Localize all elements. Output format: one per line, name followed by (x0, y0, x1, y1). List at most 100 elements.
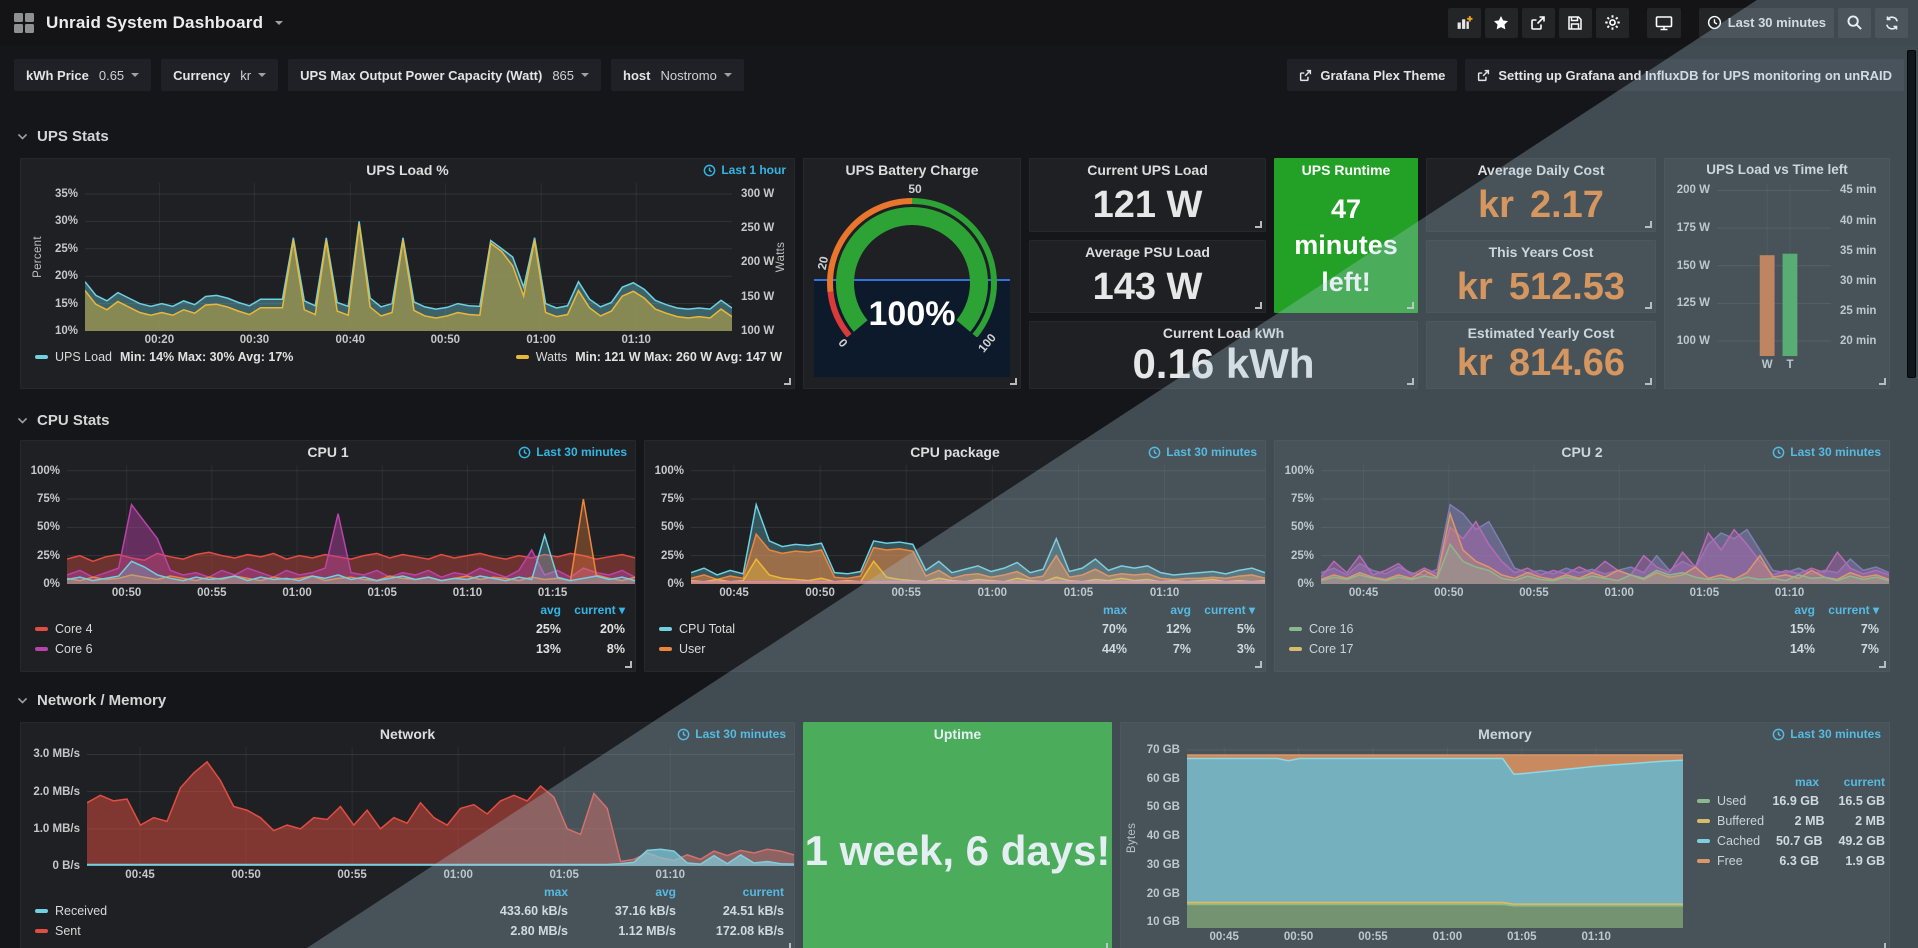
dashboard-link[interactable]: Setting up Grafana and InfluxDB for UPS … (1465, 59, 1904, 91)
resize-handle[interactable] (1255, 302, 1262, 309)
variable-kwh-price[interactable]: kWh Price 0.65 (14, 59, 152, 91)
resize-handle[interactable] (1879, 378, 1886, 385)
chevron-down-icon[interactable] (131, 73, 140, 77)
settings-button[interactable] (1595, 7, 1629, 38)
resize-handle[interactable] (625, 661, 632, 668)
legend-series-name[interactable]: Cached (1717, 834, 1761, 848)
axis-tick-label: 00:50 (111, 587, 142, 599)
panel-title[interactable]: Network (379, 726, 436, 742)
panel-title[interactable]: Memory (1478, 726, 1532, 742)
x-axis: 00:20 00:30 00:40 00:50 01:00 01:10 (85, 331, 732, 348)
panel-title[interactable]: CPU 1 (307, 444, 349, 460)
dashboard-link[interactable]: Grafana Plex Theme (1287, 59, 1458, 91)
panel-time-range[interactable]: Last 1 hour (703, 163, 786, 177)
panel-time-range[interactable]: Last 30 minutes (677, 727, 786, 741)
resize-handle[interactable] (1645, 378, 1652, 385)
legend-series-name[interactable]: CPU Total (679, 622, 736, 636)
legend-sort-column[interactable]: avg (540, 603, 561, 617)
resize-handle[interactable] (1879, 943, 1886, 948)
resize-handle[interactable] (1010, 378, 1017, 385)
section-header-network-memory[interactable]: Network / Memory (16, 692, 166, 709)
axis-tick-label: 50% (1290, 521, 1314, 534)
resize-handle[interactable] (784, 943, 791, 948)
resize-handle[interactable] (1255, 661, 1262, 668)
chevron-down-icon[interactable] (723, 73, 732, 77)
panel-title[interactable]: Uptime (933, 726, 982, 742)
dashboard-title-caret-icon[interactable] (275, 20, 284, 25)
legend-series-name[interactable]: Core 4 (55, 622, 93, 636)
legend-series-name[interactable]: User (679, 642, 706, 656)
share-button[interactable] (1521, 7, 1555, 38)
legend-series-name[interactable]: Buffered (1717, 814, 1765, 828)
dashboard-title[interactable]: Unraid System Dashboard (46, 12, 264, 32)
variable-value[interactable]: kr (240, 68, 267, 83)
resize-handle[interactable] (1407, 378, 1414, 385)
panel-title[interactable]: CPU package (910, 444, 1000, 460)
legend-sort-column[interactable]: current ▾ (574, 603, 625, 617)
axis-tick-label: 00:50 (430, 334, 461, 346)
legend-series-name[interactable]: Core 17 (1309, 642, 1354, 656)
panel-time-range[interactable]: Last 30 minutes (1772, 445, 1881, 459)
panel-title[interactable]: UPS Runtime (1301, 162, 1391, 178)
save-button[interactable] (1558, 7, 1592, 38)
panel-time-range[interactable]: Last 30 minutes (518, 445, 627, 459)
panel-title[interactable]: Average Daily Cost (1477, 162, 1605, 178)
variable-host[interactable]: host Nostromo (611, 59, 744, 91)
refresh-button[interactable] (1875, 7, 1908, 38)
apps-grid-icon[interactable] (14, 12, 34, 33)
panel-title[interactable]: Average PSU Load (1085, 244, 1210, 260)
panel-title[interactable]: This Years Cost (1488, 244, 1594, 260)
section-header-ups-stats[interactable]: UPS Stats (16, 128, 109, 145)
legend-sort-column[interactable]: current ▾ (1828, 603, 1879, 617)
variable-ups-max-output-power-capacity-watt-[interactable]: UPS Max Output Power Capacity (Watt) 865 (288, 59, 602, 91)
ups-load-vs-time-chart: 200 W 175 W 150 W 125 W 100 W 45 min 40 min 35 … (1665, 183, 1889, 373)
panel-title[interactable]: Estimated Yearly Cost (1467, 325, 1615, 341)
panel-title[interactable]: UPS Load % (366, 162, 449, 178)
legend-series-name[interactable]: Core 6 (55, 642, 93, 656)
chevron-down-icon[interactable] (258, 73, 267, 77)
legend-sort-column[interactable]: current (742, 885, 784, 899)
legend-series-name[interactable]: Free (1717, 854, 1743, 868)
resize-handle[interactable] (1645, 302, 1652, 309)
tv-mode-button[interactable] (1646, 7, 1681, 38)
legend-series-name[interactable]: Received (55, 904, 108, 918)
panel-title[interactable]: CPU 2 (1561, 444, 1603, 460)
legend-sort-column[interactable]: current (1843, 775, 1885, 789)
scrollbar-thumb[interactable] (1907, 50, 1916, 378)
add-panel-button[interactable] (1447, 7, 1481, 38)
variable-value[interactable]: 865 (552, 68, 590, 83)
chevron-down-icon[interactable] (581, 73, 590, 77)
panel-title[interactable]: UPS Load vs Time left (1706, 162, 1848, 177)
search-icon (1847, 15, 1862, 30)
variable-currency[interactable]: Currency kr (161, 59, 279, 91)
section-header-cpu-stats[interactable]: CPU Stats (16, 412, 110, 429)
resize-handle[interactable] (1645, 221, 1652, 228)
legend-series-name[interactable]: Used (1717, 794, 1747, 808)
star-button[interactable] (1484, 7, 1518, 38)
resize-handle[interactable] (1255, 221, 1262, 228)
panel-title[interactable]: Current Load kWh (1162, 325, 1285, 341)
resize-handle[interactable] (1879, 661, 1886, 668)
legend-series-name[interactable]: Core 16 (1309, 622, 1354, 636)
legend-sort-column[interactable]: avg (1794, 603, 1815, 617)
variable-value[interactable]: 0.65 (99, 68, 140, 83)
search-button[interactable] (1838, 7, 1871, 38)
variable-value[interactable]: Nostromo (660, 68, 732, 83)
panel-title[interactable]: UPS Battery Charge (845, 162, 979, 178)
resize-handle[interactable] (1407, 302, 1414, 309)
legend-series-name[interactable]: UPS Load (55, 350, 112, 364)
legend-sort-column[interactable]: max (543, 885, 568, 899)
resize-handle[interactable] (784, 378, 791, 385)
legend-sort-column[interactable]: max (1102, 603, 1127, 617)
legend-sort-column[interactable]: avg (1170, 603, 1191, 617)
legend-sort-column[interactable]: avg (655, 885, 676, 899)
time-range-button[interactable]: Last 30 minutes (1698, 7, 1834, 38)
legend-series-name[interactable]: Sent (55, 924, 81, 938)
panel-title[interactable]: Current UPS Load (1087, 162, 1208, 178)
panel-time-range[interactable]: Last 30 minutes (1772, 727, 1881, 741)
legend-sort-column[interactable]: max (1794, 775, 1819, 789)
legend-sort-column[interactable]: current ▾ (1204, 603, 1255, 617)
legend-series-name[interactable]: Watts (535, 350, 568, 364)
panel-time-range[interactable]: Last 30 minutes (1148, 445, 1257, 459)
resize-handle[interactable] (1101, 943, 1108, 948)
